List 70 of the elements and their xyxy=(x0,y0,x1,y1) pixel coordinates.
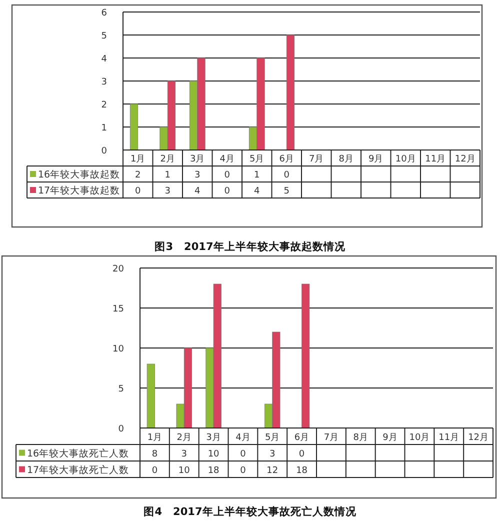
bar xyxy=(286,34,295,150)
data-label: 0 xyxy=(240,466,246,476)
data-label: 0 xyxy=(224,186,230,196)
data-label: 3 xyxy=(194,170,200,180)
x-tick-label: 8月 xyxy=(338,154,354,164)
x-tick-label: 12月 xyxy=(454,154,476,164)
data-label: 0 xyxy=(284,170,290,180)
data-label: 10 xyxy=(178,466,190,476)
y-tick-label: 15 xyxy=(112,304,124,314)
x-tick-label: 6月 xyxy=(294,432,310,443)
data-label: 10 xyxy=(208,449,220,460)
x-tick-label: 5月 xyxy=(265,432,280,443)
x-tick-label: 10月 xyxy=(409,432,430,443)
data-label: 3 xyxy=(181,449,187,460)
data-label: 4 xyxy=(254,186,260,196)
data-label: 1 xyxy=(164,170,170,180)
data-label: 18 xyxy=(208,466,220,476)
x-tick-label: 8月 xyxy=(353,432,368,443)
x-tick-label: 4月 xyxy=(220,154,234,164)
data-label: 3 xyxy=(270,449,276,460)
data-label: 1 xyxy=(254,170,260,180)
x-tick-label: 3月 xyxy=(206,432,221,443)
x-tick-label: 10月 xyxy=(395,154,416,164)
y-tick-label: 5 xyxy=(101,32,107,42)
data-label: 0 xyxy=(298,449,305,460)
y-tick-label: 0 xyxy=(118,424,124,434)
data-label: 5 xyxy=(284,186,290,196)
legend-label: 17年较大事故死亡人数 xyxy=(27,464,130,476)
y-tick-label: 1 xyxy=(101,124,107,134)
x-tick-label: 2月 xyxy=(176,432,192,443)
x-tick-label: 12月 xyxy=(468,432,489,443)
y-tick-label: 20 xyxy=(112,264,124,274)
y-tick-label: 5 xyxy=(118,384,124,394)
x-tick-label: 6月 xyxy=(279,154,294,164)
bar xyxy=(130,104,138,150)
x-tick-label: 7月 xyxy=(324,432,339,443)
data-label: 18 xyxy=(296,466,308,476)
data-label: 8 xyxy=(152,449,158,460)
x-tick-label: 7月 xyxy=(309,154,324,164)
x-tick-label: 1月 xyxy=(130,154,146,164)
y-tick-label: 4 xyxy=(101,54,108,64)
bar xyxy=(146,364,155,428)
text: 图3 2017年上半年较大事故起数情况 xyxy=(154,240,346,253)
legend-label: 16年较大事故起数 xyxy=(38,168,120,180)
data-label: 2 xyxy=(135,170,141,180)
y-tick-label: 2 xyxy=(101,100,107,110)
y-tick-label: 3 xyxy=(101,78,107,88)
x-tick-label: 1月 xyxy=(147,432,162,443)
data-label: 0 xyxy=(240,449,246,460)
data-label: 3 xyxy=(164,186,170,196)
data-label: 0 xyxy=(224,170,230,180)
y-tick-label: 6 xyxy=(101,8,108,18)
x-tick-label: 3月 xyxy=(190,154,205,164)
bar xyxy=(302,284,310,428)
x-tick-label: 11月 xyxy=(425,154,446,164)
data-label: 4 xyxy=(194,186,201,196)
legend-label: 17年较大事故起数 xyxy=(38,184,120,196)
legend-label: 16年较大事故死亡人数 xyxy=(27,447,130,460)
text: 图4 2017年上半年较大事故死亡人数情况 xyxy=(144,505,358,518)
x-tick-label: 4月 xyxy=(236,432,250,443)
x-tick-label: 11月 xyxy=(438,432,460,443)
x-tick-label: 2月 xyxy=(160,154,175,164)
data-label: 0 xyxy=(135,186,142,196)
data-label: 0 xyxy=(152,466,158,476)
x-tick-label: 9月 xyxy=(382,432,398,443)
y-tick-label: 10 xyxy=(112,344,124,354)
y-tick-label: 0 xyxy=(101,146,108,156)
data-label: 12 xyxy=(266,466,278,476)
x-tick-label: 5月 xyxy=(250,154,264,164)
x-tick-label: 9月 xyxy=(368,154,384,164)
